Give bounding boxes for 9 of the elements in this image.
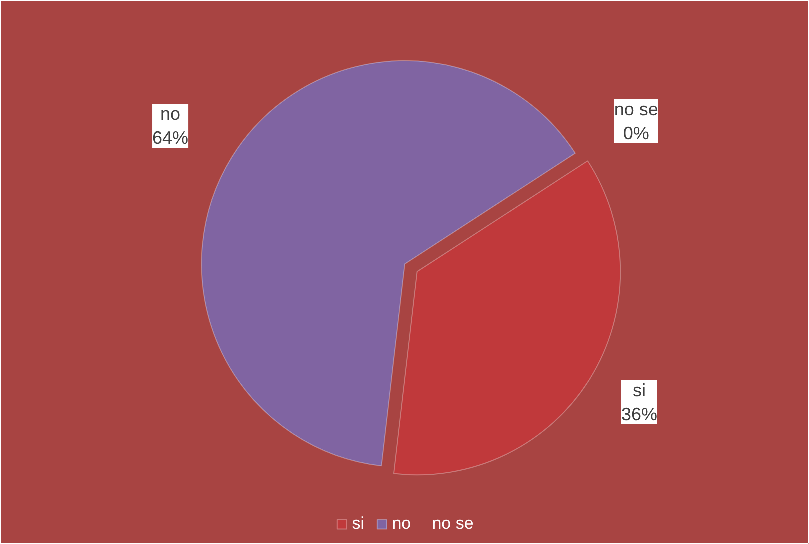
- category-label: no se: [432, 514, 474, 533]
- data-label: 64%: [152, 128, 189, 148]
- category-label: no se: [614, 99, 658, 120]
- legend-label: si: [352, 514, 366, 534]
- text: 0%: [623, 123, 650, 144]
- slice-label: no: [160, 104, 181, 124]
- slice-label: si: [632, 380, 646, 400]
- legend-label: no: [392, 514, 412, 534]
- data-label: 36%: [621, 404, 658, 424]
